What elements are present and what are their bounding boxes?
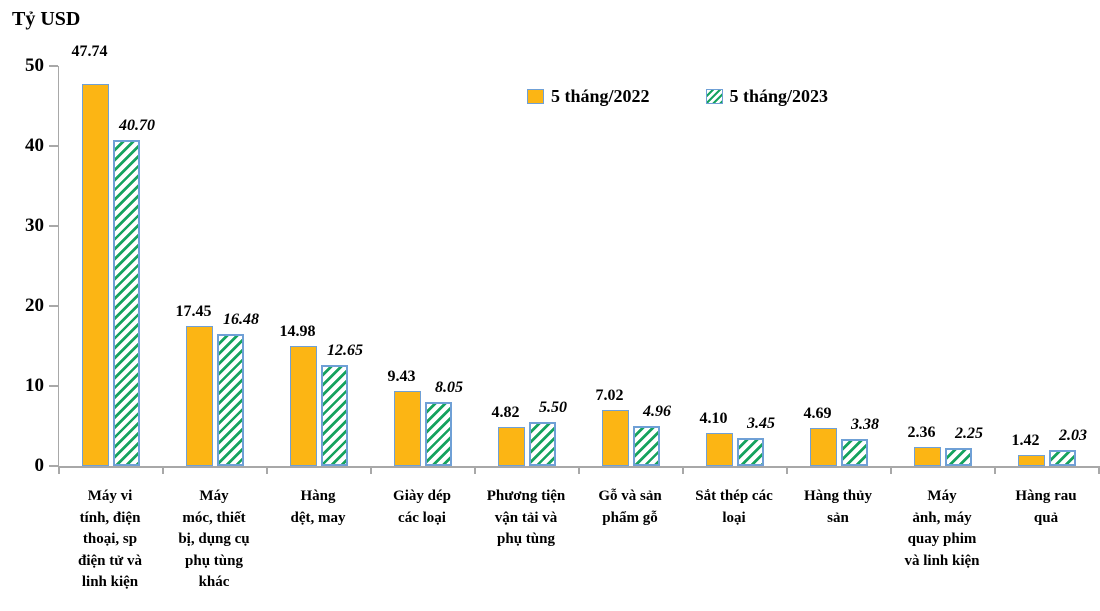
value-label-2022-cat10: 1.42 xyxy=(1011,431,1040,449)
bar-2023-cat9 xyxy=(944,448,972,466)
bar-2022-cat4 xyxy=(394,390,421,466)
bar-2023-cat5 xyxy=(528,422,556,466)
x-tick xyxy=(578,466,580,474)
category-label-7: Sắt thép các loại xyxy=(695,488,773,526)
category-label-5: Phương tiện vận tải và phụ tùng xyxy=(486,488,566,547)
y-tick xyxy=(49,305,58,307)
value-label-2022-cat9: 2.36 xyxy=(907,424,936,442)
value-label-2023-cat9: 2.25 xyxy=(955,425,983,442)
category-label-6: Gỗ và sản phẩm gỗ xyxy=(598,488,662,526)
chart-legend: 5 tháng/2022 5 tháng/2023 xyxy=(527,86,828,107)
bar-2022-cat8 xyxy=(810,428,837,466)
legend-item: 5 tháng/2023 xyxy=(705,86,829,107)
x-tick xyxy=(58,466,60,474)
x-tick xyxy=(890,466,892,474)
bar-2022-cat10 xyxy=(1018,454,1045,466)
value-label-2022-cat8: 4.69 xyxy=(803,405,832,423)
y-tick xyxy=(49,385,58,387)
bar-2022-cat3 xyxy=(290,346,317,466)
x-tick xyxy=(786,466,788,474)
bar-2022-cat2 xyxy=(186,326,213,466)
value-label-2022-cat1: 47.74 xyxy=(71,43,108,61)
x-tick xyxy=(474,466,476,474)
category-label-3: Hàng dệt, may xyxy=(290,488,346,526)
legend-item: 5 tháng/2022 xyxy=(527,86,650,107)
value-label-2022-cat5: 4.82 xyxy=(491,404,520,422)
y-tick xyxy=(49,225,58,227)
bar-2022-cat5 xyxy=(498,427,525,466)
legend-swatch-2023 xyxy=(705,89,723,104)
y-tick-label: 40 xyxy=(25,135,44,156)
bar-2022-cat9 xyxy=(914,447,941,466)
bar-2023-cat4 xyxy=(424,401,452,466)
bar-2022-cat6 xyxy=(602,409,629,466)
value-label-2023-cat2: 16.48 xyxy=(223,311,259,329)
y-tick-label: 10 xyxy=(25,375,44,396)
x-tick xyxy=(682,466,684,474)
value-label-2022-cat3: 14.98 xyxy=(279,323,316,341)
value-label-2023-cat7: 3.45 xyxy=(747,415,775,433)
value-label-2023-cat10: 2.03 xyxy=(1059,426,1087,444)
y-tick xyxy=(49,465,58,467)
value-label-2022-cat4: 9.43 xyxy=(387,367,416,385)
category-label-8: Hàng thủy sản xyxy=(804,488,872,526)
legend-label: 5 tháng/2022 xyxy=(551,86,650,106)
x-tick xyxy=(370,466,372,474)
value-label-2022-cat2: 17.45 xyxy=(175,303,212,321)
x-tick xyxy=(162,466,164,474)
legend-label: 5 tháng/2023 xyxy=(729,86,829,106)
category-label-2: Máy móc, thiết bị, dụng cụ phụ tùng khác xyxy=(178,488,250,590)
y-tick xyxy=(49,65,58,67)
bar-2023-cat3 xyxy=(320,364,348,466)
bar-2023-cat10 xyxy=(1048,449,1076,466)
bar-2022-cat1 xyxy=(82,84,109,466)
bar-2023-cat2 xyxy=(216,334,244,466)
category-label-9: Máy ảnh, máy quay phim và linh kiện xyxy=(904,488,980,569)
bar-2022-cat7 xyxy=(706,433,733,466)
value-label-2022-cat7: 4.10 xyxy=(699,410,728,428)
x-tick xyxy=(1098,466,1100,474)
y-tick-label: 30 xyxy=(25,215,44,236)
bar-2023-cat7 xyxy=(736,438,764,466)
bar-2023-cat6 xyxy=(632,426,660,466)
category-label-1: Máy vi tính, điện thoại, sp điện tử và linh … xyxy=(77,488,142,590)
value-label-2023-cat4: 8.05 xyxy=(435,378,463,396)
value-label-2023-cat6: 4.96 xyxy=(643,403,671,421)
value-label-2023-cat1: 40.70 xyxy=(119,117,155,135)
x-tick xyxy=(266,466,268,474)
y-tick-label: 50 xyxy=(25,55,44,76)
bar-2023-cat8 xyxy=(840,438,868,466)
value-label-2023-cat8: 3.38 xyxy=(851,415,879,433)
category-label-10: Hàng rau quả xyxy=(1015,488,1077,526)
bar-2023-cat1 xyxy=(112,140,140,466)
y-axis-line xyxy=(57,66,60,467)
x-tick xyxy=(994,466,996,474)
y-tick xyxy=(49,145,58,147)
category-label-4: Giày dép các loại xyxy=(393,488,451,526)
value-label-2023-cat5: 5.50 xyxy=(539,399,567,416)
y-axis-title: Tỷ USD xyxy=(12,8,81,30)
value-label-2023-cat3: 12.65 xyxy=(327,341,363,359)
y-tick-label: 0 xyxy=(34,455,45,476)
value-label-2022-cat6: 7.02 xyxy=(595,386,624,404)
legend-swatch-2022 xyxy=(527,89,544,104)
y-tick-label: 20 xyxy=(25,295,44,316)
